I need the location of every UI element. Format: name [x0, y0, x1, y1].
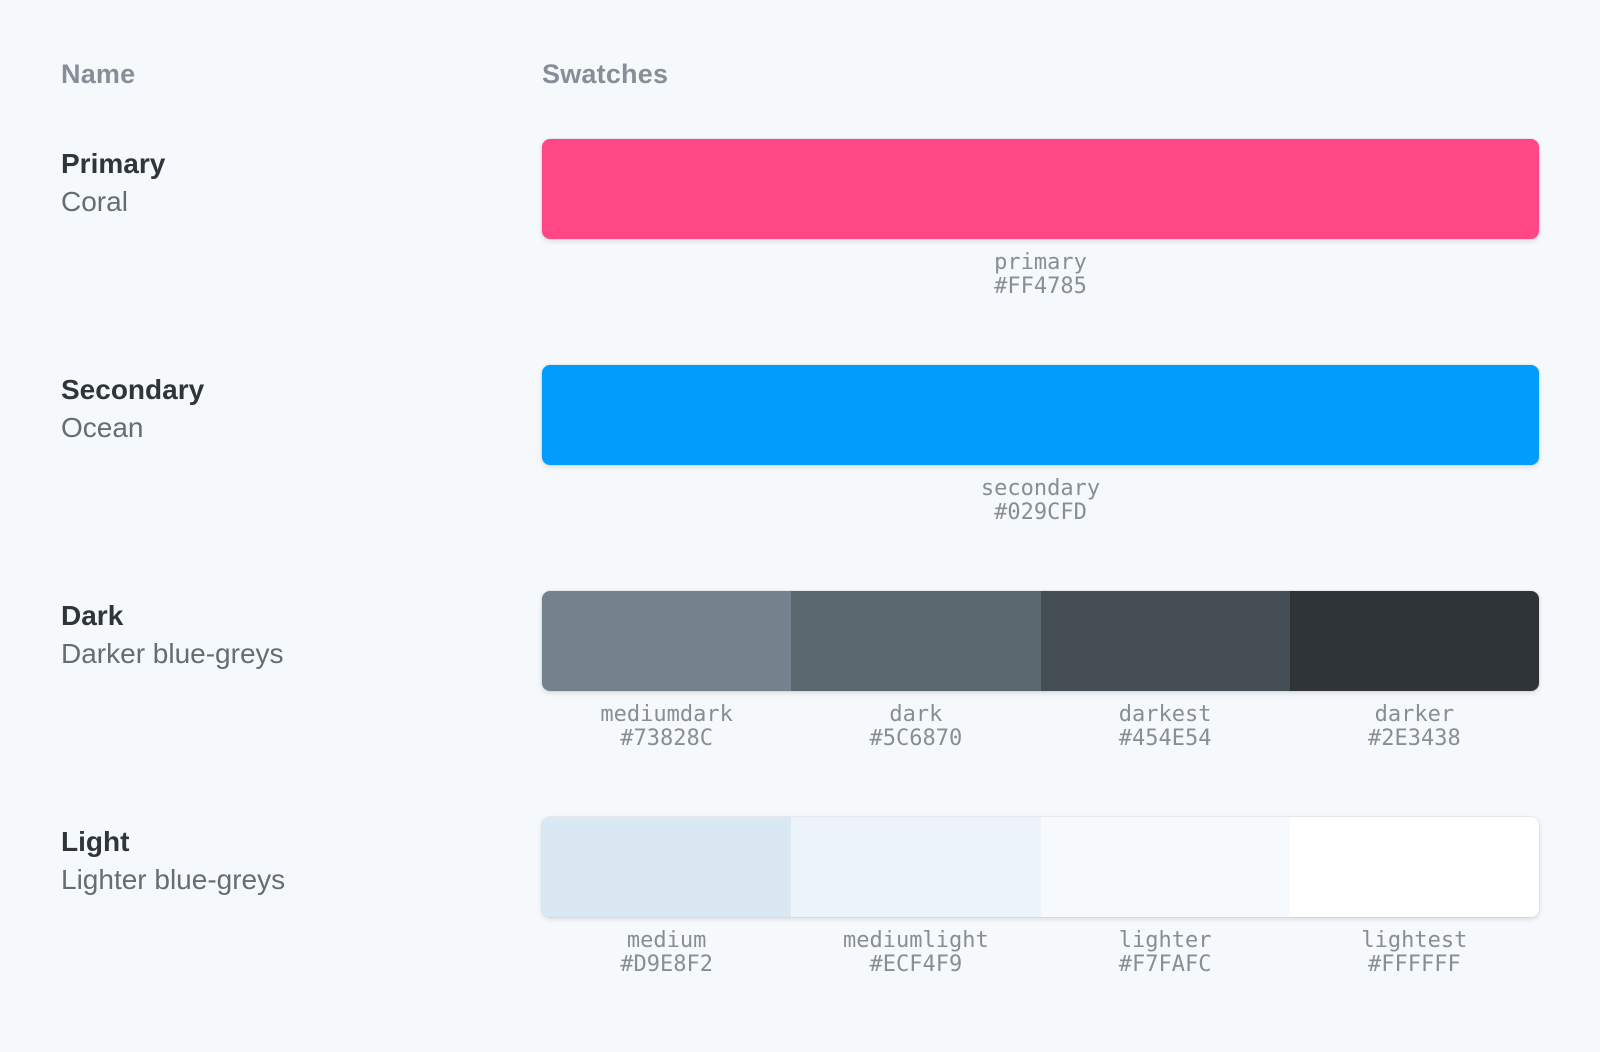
- row-title: Dark: [61, 600, 124, 631]
- swatch-label-hex: #FFFFFF: [1368, 952, 1461, 977]
- swatch-label-name: secondary: [980, 476, 1101, 501]
- swatch-labels: medium #D9E8F2 mediumlight #ECF4F9 lighter #F…: [542, 929, 1539, 977]
- palette-row: Light Lighter blue-greys medium #D9E8F2 medi…: [61, 817, 1539, 977]
- row-swatches: primary #FF4785: [542, 139, 1539, 299]
- row-subtitle: Ocean: [61, 412, 144, 443]
- swatch-label-hex: #2E3438: [1368, 726, 1461, 751]
- swatch-segment: [1040, 591, 1290, 691]
- swatch-label-hex: #73828C: [620, 726, 713, 751]
- swatch-label-name: darker: [1374, 702, 1455, 727]
- swatch-bar: [542, 591, 1539, 691]
- swatch-labels: mediumdark #73828C dark #5C6870 darkest #454E…: [542, 703, 1539, 751]
- row-title: Light: [61, 826, 130, 857]
- swatch-label-name: primary: [994, 250, 1087, 275]
- swatch-label: primary #FF4785: [542, 251, 1539, 299]
- swatch-bar: [542, 817, 1539, 917]
- row-swatches: medium #D9E8F2 mediumlight #ECF4F9 lighter #F…: [542, 817, 1539, 977]
- row-info: Dark Darker blue-greys: [61, 591, 542, 751]
- swatch-label-hex: #5C6870: [869, 726, 963, 751]
- swatch-label: mediumdark #73828C: [542, 703, 791, 751]
- palette-row: Secondary Ocean secondary #029CFD: [61, 365, 1539, 525]
- swatch-label: medium #D9E8F2: [542, 929, 791, 977]
- swatch-segment: [1289, 817, 1539, 917]
- swatch-segment: [791, 817, 1041, 917]
- swatch-label-name: medium: [626, 928, 707, 953]
- swatch-label: mediumlight #ECF4F9: [791, 929, 1040, 977]
- swatch-labels: primary #FF4785: [542, 251, 1539, 299]
- swatch-label-hex: #454E54: [1118, 726, 1212, 751]
- swatch-label-name: mediumdark: [600, 702, 733, 727]
- swatch-segment: [542, 365, 1539, 465]
- row-subtitle: Coral: [61, 186, 128, 217]
- column-header-name: Name: [61, 59, 136, 89]
- swatch-label: darker #2E3438: [1290, 703, 1539, 751]
- row-info: Light Lighter blue-greys: [61, 817, 542, 977]
- swatch-segment: [542, 591, 792, 691]
- palette-header-row: Name Swatches: [61, 56, 1539, 92]
- palette-rows: Primary Coral primary #FF4785 Secondary Ocean…: [61, 139, 1539, 977]
- swatch-segment: [791, 591, 1041, 691]
- swatch-label: dark #5C6870: [791, 703, 1040, 751]
- row-swatches: mediumdark #73828C dark #5C6870 darkest #454E…: [542, 591, 1539, 751]
- swatch-label: lighter #F7FAFC: [1041, 929, 1290, 977]
- palette-row: Primary Coral primary #FF4785: [61, 139, 1539, 299]
- color-palette: Name Swatches Primary Coral primary #FF4785…: [61, 56, 1539, 977]
- swatch-label-name: lighter: [1118, 928, 1212, 953]
- swatch-bar: [542, 139, 1539, 239]
- swatch-segment: [1040, 817, 1290, 917]
- swatch-label-hex: #ECF4F9: [869, 952, 963, 977]
- row-info: Secondary Ocean: [61, 365, 542, 525]
- swatch-label: lightest #FFFFFF: [1290, 929, 1539, 977]
- row-subtitle: Lighter blue-greys: [61, 864, 286, 895]
- palette-row: Dark Darker blue-greys mediumdark #73828C da…: [61, 591, 1539, 751]
- row-swatches: secondary #029CFD: [542, 365, 1539, 525]
- swatch-segment: [542, 139, 1539, 239]
- swatch-label: darkest #454E54: [1041, 703, 1290, 751]
- row-title: Secondary: [61, 374, 205, 405]
- swatch-label-hex: #F7FAFC: [1118, 952, 1212, 977]
- swatch-segment: [1289, 591, 1539, 691]
- swatch-label: secondary #029CFD: [542, 477, 1539, 525]
- row-title: Primary: [61, 148, 166, 179]
- swatch-labels: secondary #029CFD: [542, 477, 1539, 525]
- row-info: Primary Coral: [61, 139, 542, 299]
- swatch-label-hex: #D9E8F2: [620, 952, 713, 977]
- swatch-bar: [542, 365, 1539, 465]
- swatch-label-hex: #FF4785: [994, 274, 1087, 299]
- column-header-swatches: Swatches: [542, 59, 669, 89]
- swatch-segment: [542, 817, 792, 917]
- swatch-label-name: mediumlight: [843, 928, 989, 953]
- swatch-label-name: darkest: [1118, 702, 1212, 727]
- swatch-label-name: lightest: [1361, 928, 1468, 953]
- swatch-label-hex: #029CFD: [994, 500, 1087, 525]
- row-subtitle: Darker blue-greys: [61, 638, 284, 669]
- swatch-label-name: dark: [889, 702, 943, 727]
